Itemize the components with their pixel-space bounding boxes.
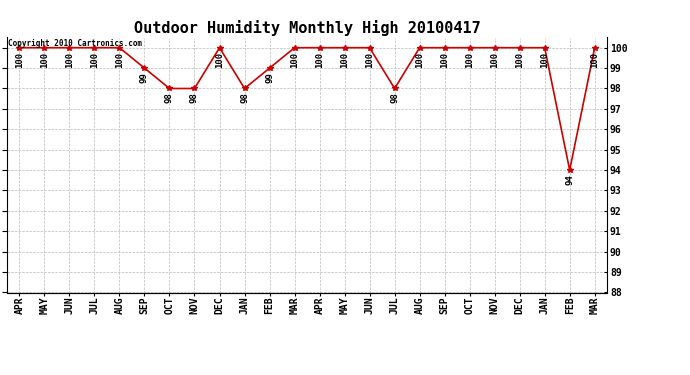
Title: Outdoor Humidity Monthly High 20100417: Outdoor Humidity Monthly High 20100417 <box>134 20 480 36</box>
Text: 100: 100 <box>40 52 49 68</box>
Text: 99: 99 <box>265 72 274 83</box>
Text: Copyright 2010 Cartronics.com: Copyright 2010 Cartronics.com <box>8 39 141 48</box>
Text: 100: 100 <box>465 52 474 68</box>
Text: 100: 100 <box>115 52 124 68</box>
Text: 100: 100 <box>65 52 74 68</box>
Text: 98: 98 <box>165 93 174 104</box>
Text: 99: 99 <box>140 72 149 83</box>
Text: 100: 100 <box>315 52 324 68</box>
Text: 100: 100 <box>440 52 449 68</box>
Text: 100: 100 <box>90 52 99 68</box>
Text: 100: 100 <box>290 52 299 68</box>
Text: 94: 94 <box>565 174 574 185</box>
Text: 98: 98 <box>390 93 399 104</box>
Text: 100: 100 <box>590 52 599 68</box>
Text: 100: 100 <box>365 52 374 68</box>
Text: 100: 100 <box>340 52 349 68</box>
Text: 100: 100 <box>15 52 24 68</box>
Text: 98: 98 <box>240 93 249 104</box>
Text: 100: 100 <box>215 52 224 68</box>
Text: 100: 100 <box>415 52 424 68</box>
Text: 100: 100 <box>540 52 549 68</box>
Text: 100: 100 <box>515 52 524 68</box>
Text: 98: 98 <box>190 93 199 104</box>
Text: 100: 100 <box>490 52 499 68</box>
